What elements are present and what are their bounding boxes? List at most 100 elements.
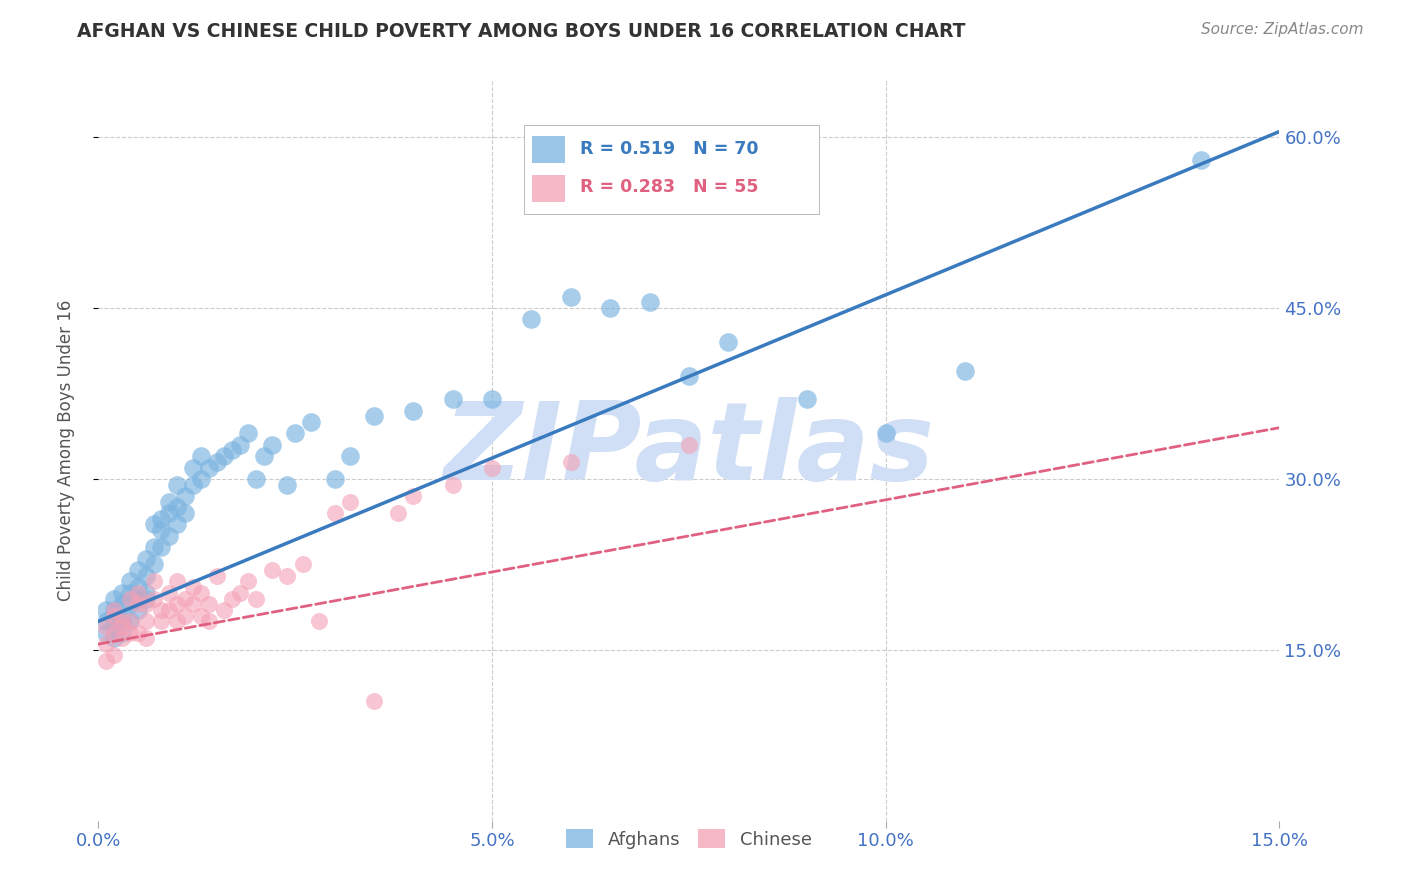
Point bbox=[111, 615, 134, 629]
Point bbox=[157, 586, 180, 600]
Point bbox=[214, 603, 236, 617]
Point bbox=[103, 603, 125, 617]
Point bbox=[127, 580, 149, 594]
Point bbox=[118, 574, 141, 589]
Point bbox=[157, 506, 180, 520]
Point bbox=[127, 597, 149, 611]
Point bbox=[387, 506, 409, 520]
Point bbox=[260, 563, 283, 577]
Point bbox=[363, 694, 385, 708]
Point bbox=[157, 529, 180, 543]
Point bbox=[402, 489, 425, 503]
Point bbox=[560, 455, 582, 469]
Point bbox=[678, 369, 700, 384]
Point bbox=[276, 477, 298, 491]
Point bbox=[236, 426, 259, 441]
Point bbox=[103, 648, 125, 663]
Point bbox=[174, 506, 197, 520]
Point bbox=[118, 586, 141, 600]
Point bbox=[150, 512, 173, 526]
Point bbox=[150, 615, 173, 629]
Point bbox=[111, 597, 134, 611]
Point bbox=[205, 568, 228, 582]
Point bbox=[96, 625, 118, 640]
Point bbox=[166, 597, 188, 611]
Point bbox=[157, 603, 180, 617]
Text: Source: ZipAtlas.com: Source: ZipAtlas.com bbox=[1201, 22, 1364, 37]
Point bbox=[560, 290, 582, 304]
Point bbox=[190, 449, 212, 463]
Point bbox=[441, 392, 464, 407]
Point bbox=[135, 568, 157, 582]
Point bbox=[197, 615, 219, 629]
Point bbox=[402, 403, 425, 417]
Point bbox=[599, 301, 621, 315]
Point bbox=[520, 312, 543, 326]
Point bbox=[127, 625, 149, 640]
Point bbox=[190, 608, 212, 623]
Point bbox=[197, 597, 219, 611]
Point bbox=[96, 603, 118, 617]
Point bbox=[135, 551, 157, 566]
Point bbox=[118, 625, 141, 640]
Point bbox=[245, 472, 267, 486]
Point bbox=[103, 615, 125, 629]
Point bbox=[214, 449, 236, 463]
Point bbox=[111, 620, 134, 634]
Point bbox=[181, 477, 204, 491]
Point bbox=[953, 364, 976, 378]
Point bbox=[111, 615, 134, 629]
Point bbox=[205, 455, 228, 469]
Point bbox=[339, 449, 361, 463]
Point bbox=[166, 477, 188, 491]
Point bbox=[135, 632, 157, 646]
Point bbox=[150, 523, 173, 537]
Point bbox=[221, 443, 243, 458]
Point bbox=[166, 615, 188, 629]
Point bbox=[135, 597, 157, 611]
Point bbox=[157, 494, 180, 508]
Point bbox=[481, 392, 503, 407]
Point bbox=[284, 426, 307, 441]
Point bbox=[166, 500, 188, 515]
Point bbox=[142, 517, 165, 532]
Point bbox=[796, 392, 818, 407]
Point bbox=[299, 415, 322, 429]
Point bbox=[236, 574, 259, 589]
Point bbox=[166, 574, 188, 589]
Point bbox=[717, 335, 740, 350]
Point bbox=[118, 615, 141, 629]
Point bbox=[323, 506, 346, 520]
Point bbox=[118, 615, 141, 629]
Point bbox=[678, 438, 700, 452]
Point bbox=[221, 591, 243, 606]
Point bbox=[229, 586, 252, 600]
Point bbox=[276, 568, 298, 582]
Y-axis label: Child Poverty Among Boys Under 16: Child Poverty Among Boys Under 16 bbox=[56, 300, 75, 601]
Point bbox=[245, 591, 267, 606]
Point bbox=[174, 608, 197, 623]
Point bbox=[118, 591, 141, 606]
Point bbox=[190, 472, 212, 486]
Legend: Afghans, Chinese: Afghans, Chinese bbox=[558, 822, 820, 856]
Point bbox=[481, 460, 503, 475]
Point bbox=[111, 586, 134, 600]
Point bbox=[142, 591, 165, 606]
Text: ZIPatlas: ZIPatlas bbox=[443, 398, 935, 503]
Point bbox=[142, 574, 165, 589]
Point bbox=[135, 591, 157, 606]
Point bbox=[339, 494, 361, 508]
Point bbox=[323, 472, 346, 486]
Point bbox=[103, 603, 125, 617]
Point bbox=[103, 591, 125, 606]
Point bbox=[229, 438, 252, 452]
Point bbox=[181, 460, 204, 475]
Point bbox=[174, 591, 197, 606]
Point bbox=[96, 654, 118, 668]
Point bbox=[363, 409, 385, 424]
Point bbox=[150, 603, 173, 617]
Text: AFGHAN VS CHINESE CHILD POVERTY AMONG BOYS UNDER 16 CORRELATION CHART: AFGHAN VS CHINESE CHILD POVERTY AMONG BO… bbox=[77, 22, 966, 41]
Point bbox=[638, 295, 661, 310]
Point bbox=[96, 637, 118, 651]
Point bbox=[174, 489, 197, 503]
